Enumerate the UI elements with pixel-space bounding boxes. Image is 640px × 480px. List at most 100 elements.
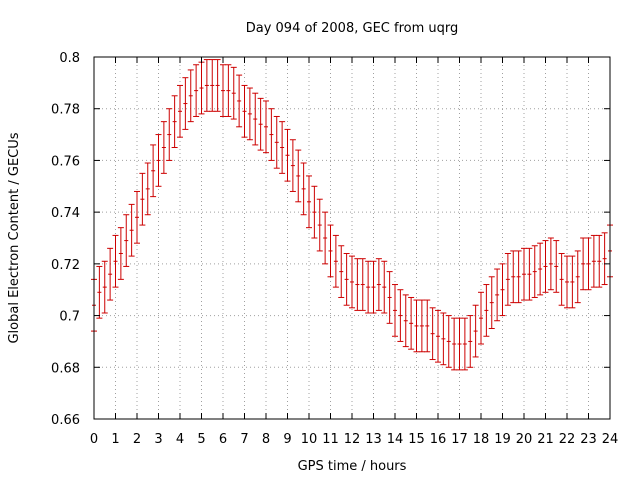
error-bar-point	[112, 234, 119, 288]
error-bar-point	[580, 237, 587, 291]
error-bar-point	[171, 95, 178, 148]
error-bar-point	[150, 144, 157, 198]
x-tick-label: 20	[516, 432, 533, 447]
error-bar-point	[300, 162, 307, 216]
error-bar-point	[134, 190, 140, 244]
error-bar-point	[139, 172, 146, 226]
error-bar-point	[268, 108, 275, 161]
error-bar-point	[521, 247, 527, 301]
error-bar-point	[155, 134, 162, 187]
error-bar-point	[590, 234, 597, 288]
x-tick-label: 16	[430, 432, 447, 447]
x-tick-label: 23	[580, 432, 597, 447]
error-bar-point	[322, 211, 329, 265]
error-bar-point	[220, 64, 226, 117]
error-bar-point	[332, 234, 339, 288]
error-bar-point	[418, 299, 425, 353]
error-bar-point	[182, 77, 189, 130]
error-bar-point	[246, 87, 253, 141]
error-bar-point	[402, 294, 409, 348]
error-bar-point	[526, 247, 533, 301]
error-bar-point	[96, 265, 103, 319]
error-bar-point	[451, 317, 458, 371]
x-tick-label: 0	[90, 432, 98, 447]
error-bar-point	[327, 224, 334, 278]
error-bar-point	[203, 59, 210, 112]
error-bar-point	[354, 258, 361, 311]
error-bar-point	[214, 59, 221, 112]
error-bar-point	[359, 258, 366, 311]
error-bar-point	[193, 64, 200, 117]
y-tick-label: 0.68	[51, 361, 80, 376]
error-bar-point	[279, 121, 286, 174]
error-bar-point	[397, 289, 404, 342]
x-tick-label: 24	[602, 432, 619, 447]
y-tick-label: 0.72	[51, 258, 80, 273]
error-bar-point	[236, 74, 243, 128]
x-tick-label: 6	[219, 432, 227, 447]
error-bar-point	[392, 284, 398, 337]
grid	[94, 57, 610, 419]
error-bar-point	[510, 250, 517, 304]
error-bar-point	[241, 84, 248, 138]
error-bar-point	[601, 232, 608, 286]
error-bar-point	[263, 100, 269, 154]
x-tick-label: 11	[322, 432, 339, 447]
x-tick-label: 19	[494, 432, 511, 447]
error-bar-point	[160, 121, 167, 174]
error-bar-point	[128, 203, 135, 257]
x-tick-label: 4	[176, 432, 184, 447]
error-bar-point	[478, 291, 484, 345]
y-tick-label: 0.74	[51, 206, 80, 221]
error-bar-point	[429, 307, 436, 361]
error-bar-point	[230, 66, 237, 120]
error-bar-point	[117, 227, 124, 280]
error-bar-point	[144, 162, 151, 216]
axis-ticks	[93, 56, 611, 420]
error-bar-point	[558, 253, 565, 306]
error-bar-point	[257, 97, 264, 151]
x-tick-label: 13	[365, 432, 382, 447]
x-tick-label: 12	[344, 432, 361, 447]
error-bar-point	[504, 253, 511, 306]
error-bar-point	[408, 296, 415, 350]
error-bar-point	[585, 237, 592, 291]
error-bar-point	[107, 247, 114, 301]
error-bar-point	[316, 198, 323, 252]
error-bar-point	[381, 260, 388, 314]
error-bar-point	[187, 69, 194, 123]
error-bar-point	[306, 175, 312, 229]
y-tick-label: 0.76	[51, 154, 80, 169]
error-bar-point	[456, 317, 463, 371]
error-bar-point	[386, 271, 393, 324]
error-bar-point	[349, 255, 355, 309]
error-bar-point	[209, 59, 216, 112]
error-bar-point	[531, 245, 538, 298]
x-tick-label: 22	[559, 432, 576, 447]
x-tick-label: 9	[283, 432, 291, 447]
error-bar-point	[499, 263, 506, 317]
x-tick-label: 14	[387, 432, 404, 447]
error-bar-point	[177, 84, 183, 138]
error-bar-point	[467, 315, 474, 368]
error-bar-point	[289, 139, 296, 192]
error-bar-point	[472, 304, 479, 358]
error-bar-point	[166, 108, 173, 161]
error-bar-point	[494, 268, 501, 322]
error-bar-point	[198, 61, 205, 115]
error-bar-point	[574, 250, 581, 304]
error-bar-point	[101, 260, 108, 314]
error-bar-point	[461, 317, 468, 371]
error-bar-point	[445, 315, 452, 368]
error-bar-point	[547, 237, 554, 291]
error-bar-point	[252, 92, 259, 146]
x-tick-label: 3	[154, 432, 162, 447]
error-bar-point	[225, 64, 232, 117]
y-tick-label: 0.7	[59, 310, 80, 325]
error-bar-point	[553, 240, 560, 293]
chart-title: Day 094 of 2008, GEC from uqrg	[246, 21, 459, 36]
data-series	[91, 59, 613, 371]
x-tick-label: 5	[197, 432, 205, 447]
error-bar-point	[338, 245, 345, 298]
